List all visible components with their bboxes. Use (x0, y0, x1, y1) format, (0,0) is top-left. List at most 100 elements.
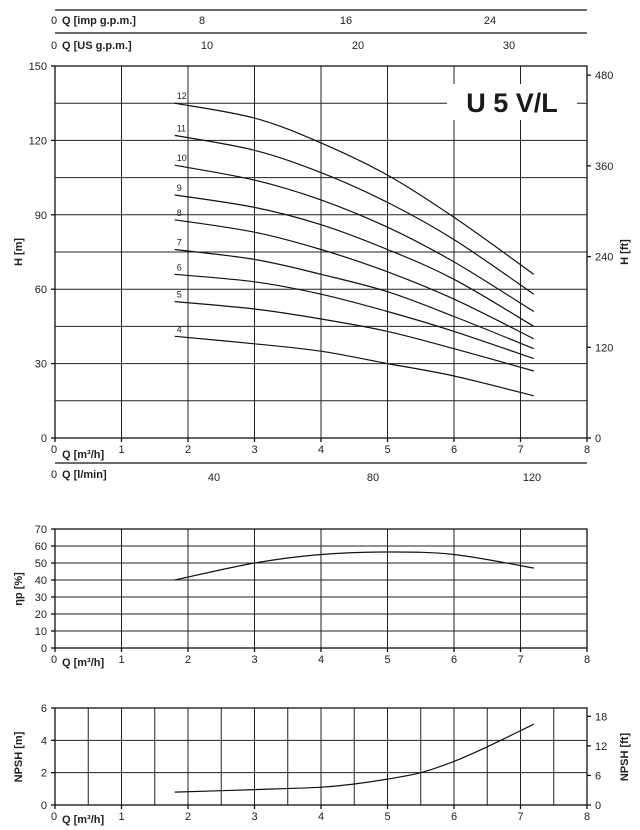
x-tick-label: 3 (251, 654, 257, 666)
npsh-chart-grid (55, 708, 587, 805)
series-line (174, 248, 535, 350)
y-tick-label: 6 (41, 703, 47, 715)
y-tick-label: 2 (41, 768, 47, 780)
y-tick-label: 30 (35, 359, 47, 371)
curve-label: 7 (177, 238, 182, 248)
npsh-x-axis-label: Q [m³/h] (62, 814, 104, 826)
head-y-right-ticks: 0 120 240 360 480 (587, 70, 613, 445)
series-line (174, 134, 535, 295)
chart-title: U 5 V/L (466, 88, 558, 118)
x-tick-label: 8 (584, 654, 590, 666)
series-line (174, 335, 534, 397)
series-line (174, 194, 535, 327)
y-tick-label: 20 (35, 609, 47, 621)
curve-label: 8 (177, 208, 182, 218)
npsh-y-ticks: 0 2 4 6 (41, 703, 55, 812)
top-axis-imp-gpm: 0 Q [imp g.p.m.] 8 16 24 (51, 9, 587, 27)
efficiency-y-axis-label: ηp [%] (13, 572, 25, 606)
curve-label: 5 (177, 290, 182, 300)
us-gpm-tick: 10 (201, 40, 213, 52)
efficiency-y-ticks: 0 10 20 30 40 50 60 70 (35, 524, 55, 655)
efficiency-chart-grid (55, 529, 587, 648)
y-tick-label: 150 (29, 61, 47, 73)
lmin-zero: 0 (51, 469, 57, 481)
imp-gpm-axis-label: Q [imp g.p.m.] (62, 15, 136, 27)
y-tick-label: 90 (35, 210, 47, 222)
series-line (174, 273, 534, 360)
x-tick-label: 0 (51, 444, 57, 456)
efficiency-x-ticks: 0 1 2 3 4 5 6 7 8 (51, 648, 590, 666)
y-right-tick-label: 240 (595, 252, 613, 264)
us-gpm-tick: 30 (503, 40, 515, 52)
top-axis-us-gpm: 0 Q [US g.p.m.] 10 20 30 (51, 32, 587, 52)
y-tick-label: 60 (35, 541, 47, 553)
x-tick-label: 2 (185, 811, 191, 823)
x-tick-label: 1 (118, 654, 124, 666)
x-tick-label: 3 (251, 811, 257, 823)
imp-gpm-tick: 8 (199, 15, 205, 27)
npsh-y-right-ticks: 0 6 12 18 (587, 711, 607, 812)
y-tick-label: 10 (35, 626, 47, 638)
y-tick-label: 70 (35, 524, 47, 536)
x-tick-label: 0 (51, 811, 57, 823)
x-tick-label: 4 (318, 811, 324, 823)
curve-label: 12 (177, 91, 187, 101)
curve-label: 10 (177, 153, 187, 163)
head-y-ticks: 0 30 60 90 120 150 (29, 61, 55, 445)
us-gpm-axis-label: Q [US g.p.m.] (62, 40, 132, 52)
lmin-tick: 120 (523, 472, 541, 484)
head-chart-grid (55, 66, 587, 438)
y-right-tick-label: 0 (595, 800, 601, 812)
x-tick-label: 5 (384, 811, 390, 823)
x-tick-label: 4 (318, 444, 324, 456)
head-x-axis-label: Q [m³/h] (62, 449, 104, 461)
npsh-curves (174, 723, 535, 793)
x-tick-label: 2 (185, 654, 191, 666)
y-right-tick-label: 480 (595, 70, 613, 82)
series-line (174, 219, 535, 340)
x-tick-label: 7 (517, 811, 523, 823)
curve-label: 11 (177, 123, 186, 133)
y-tick-label: 0 (41, 643, 47, 655)
series-line (174, 301, 534, 372)
lmin-tick: 80 (367, 472, 379, 484)
x-tick-label: 1 (118, 444, 124, 456)
y-tick-label: 120 (29, 135, 47, 147)
x-tick-label: 6 (451, 444, 457, 456)
x-tick-label: 1 (118, 811, 124, 823)
y-tick-label: 0 (41, 433, 47, 445)
head-x-ticks: 0 1 2 3 4 5 6 7 8 (51, 438, 590, 456)
x-tick-label: 7 (517, 654, 523, 666)
us-gpm-tick: 20 (352, 40, 364, 52)
x-tick-label: 6 (451, 654, 457, 666)
x-tick-label: 5 (384, 654, 390, 666)
head-curve-labels: 12 11 10 9 8 7 6 5 4 (177, 91, 187, 334)
x-tick-label: 5 (384, 444, 390, 456)
y-tick-label: 30 (35, 592, 47, 604)
y-tick-label: 60 (35, 284, 47, 296)
npsh-y-axis-label: NPSH [m] (13, 731, 25, 782)
y-tick-label: 0 (41, 800, 47, 812)
y-tick-label: 40 (35, 575, 47, 587)
npsh-y-right-axis-label: NPSH [ft] (619, 733, 631, 782)
series-line (174, 723, 535, 793)
x-tick-label: 0 (51, 654, 57, 666)
x-tick-label: 2 (185, 444, 191, 456)
bottom-axis-lmin: 0 Q [l/min] 40 80 120 (51, 462, 587, 484)
lmin-tick: 40 (208, 472, 220, 484)
efficiency-curves (174, 551, 534, 581)
imp-gpm-zero: 0 (51, 15, 57, 27)
curve-label: 6 (177, 262, 182, 272)
npsh-x-ticks: 0 1 2 3 4 5 6 7 8 (51, 805, 590, 823)
series-line (174, 102, 535, 275)
imp-gpm-tick: 16 (340, 15, 352, 27)
series-line (174, 551, 534, 581)
head-y-axis-label: H [m] (13, 238, 25, 266)
y-right-tick-label: 6 (595, 770, 601, 782)
series-line (174, 164, 535, 313)
y-right-tick-label: 18 (595, 711, 607, 723)
efficiency-chart: 0 10 20 30 40 50 60 70 0 1 2 3 4 5 6 7 8 ηp [%] Q [m³/h… (13, 524, 590, 669)
